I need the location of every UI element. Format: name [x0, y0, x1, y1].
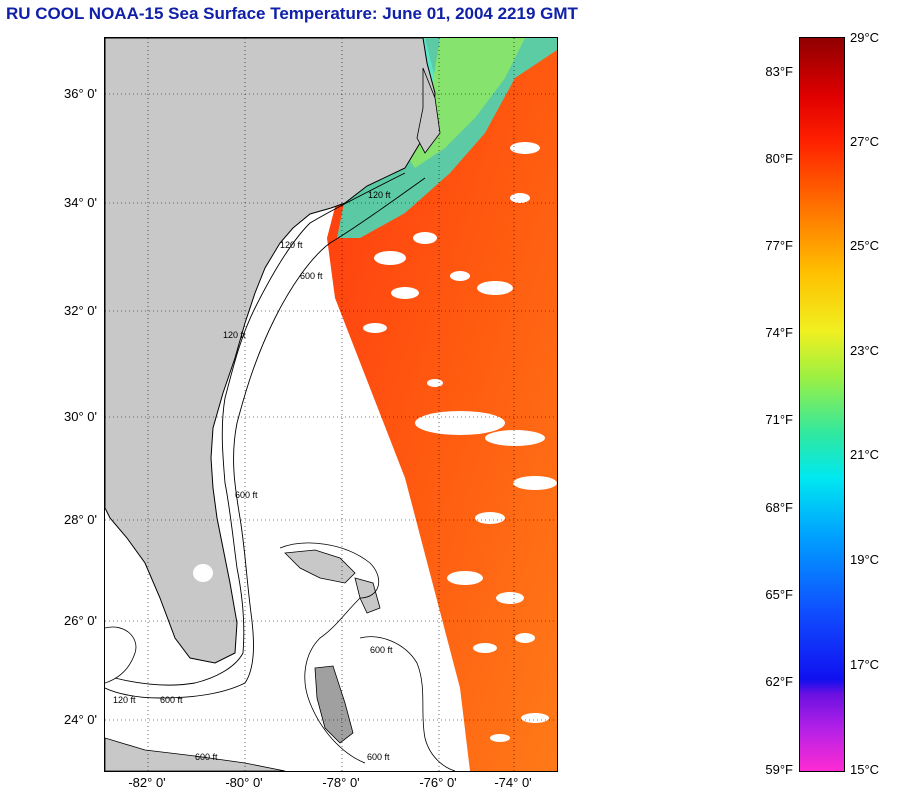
colorbar-c-27: 27°C	[850, 134, 880, 149]
lon-label-76: -76° 0'	[419, 775, 457, 790]
isobath-bahamas-east	[359, 636, 456, 771]
colorbar-c-15: 15°C	[850, 762, 880, 777]
land-grand-bahama	[284, 549, 356, 584]
colorbar-f-62: 62°F	[765, 674, 793, 689]
isobath-label-600ft-south: 600 ft	[367, 752, 390, 762]
isobath-label-600ft-fl: 600 ft	[235, 490, 258, 500]
colorbar-f-59: 59°F	[765, 762, 793, 777]
colorbar-c-25: 25°C	[850, 238, 880, 253]
lon-label-82: -82° 0'	[128, 775, 166, 790]
isobath-florida-keys	[105, 626, 137, 684]
sst-map-canvas: 120 ft 120 ft 600 ft 120 ft 600 ft 120 f…	[105, 38, 557, 771]
isobath-label-600ft-keys: 600 ft	[160, 695, 183, 705]
isobath-600ft	[105, 177, 426, 699]
isobath-bahamas	[279, 542, 380, 764]
lat-label-24: 24° 0'	[64, 712, 97, 727]
lat-label-34: 34° 0'	[64, 195, 97, 210]
lat-label-32: 32° 0'	[64, 303, 97, 318]
lat-label-26: 26° 0'	[64, 613, 97, 628]
isobath-label-600ft-cuba: 600 ft	[195, 752, 218, 762]
map-title: RU COOL NOAA-15 Sea Surface Temperature:…	[6, 4, 578, 23]
isobath-label-600ft-bahamas: 600 ft	[370, 645, 393, 655]
lon-label-80: -80° 0'	[225, 775, 263, 790]
colorbar-f-83: 83°F	[765, 64, 793, 79]
colorbar-c-29: 29°C	[850, 30, 880, 45]
colorbar-c-19: 19°C	[850, 552, 880, 567]
land-us-mainland	[105, 38, 436, 664]
isobath-label-600ft-ga: 600 ft	[300, 271, 323, 281]
lon-label-74: -74° 0'	[494, 775, 532, 790]
isobath-120ft	[114, 172, 406, 686]
graticule	[105, 38, 557, 771]
isobath-label-120ft-fl: 120 ft	[223, 330, 246, 340]
land-abaco	[354, 577, 381, 614]
lat-label-30: 30° 0'	[64, 409, 97, 424]
colorbar-f-71: 71°F	[765, 412, 793, 427]
colorbar-f-77: 77°F	[765, 238, 793, 253]
sst-map: 120 ft 120 ft 600 ft 120 ft 600 ft 120 f…	[104, 37, 558, 772]
cloud-patches	[363, 142, 557, 742]
isobath-label-120ft-north: 120 ft	[368, 190, 391, 200]
colorbar-f-74: 74°F	[765, 325, 793, 340]
isobath-label-120ft-ga: 120 ft	[280, 240, 303, 250]
colorbar-c-21: 21°C	[850, 447, 880, 462]
isobath-label-120ft-keys: 120 ft	[113, 695, 136, 705]
land-andros	[314, 665, 354, 744]
colorbar-c-23: 23°C	[850, 343, 880, 358]
colorbar-f-80: 80°F	[765, 151, 793, 166]
lon-label-78: -78° 0'	[322, 775, 360, 790]
colorbar-c-17: 17°C	[850, 657, 880, 672]
lat-label-28: 28° 0'	[64, 512, 97, 527]
temperature-colorbar	[799, 37, 845, 772]
colorbar-f-65: 65°F	[765, 587, 793, 602]
lake-okeechobee	[193, 564, 213, 582]
lat-label-36: 36° 0'	[64, 86, 97, 101]
colorbar-f-68: 68°F	[765, 500, 793, 515]
land-outer-banks	[416, 67, 441, 154]
